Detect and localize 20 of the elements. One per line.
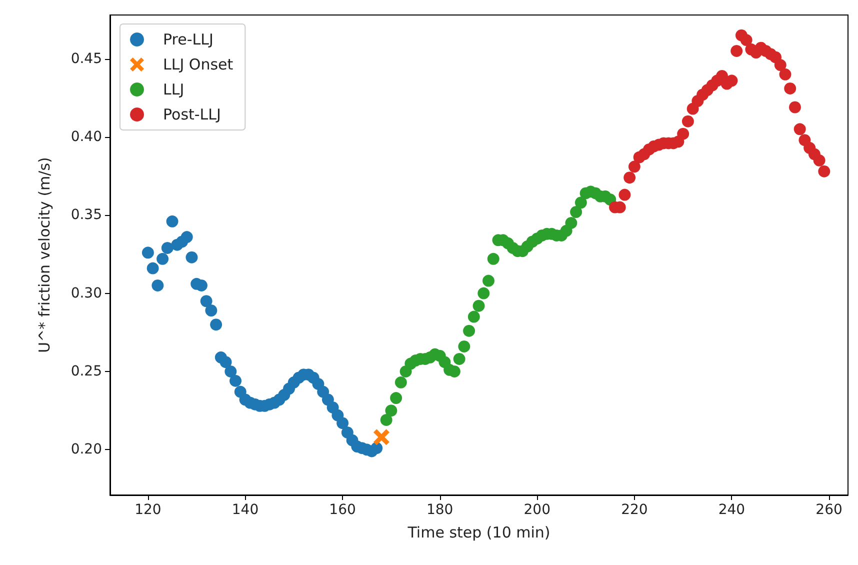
x-tick-label: 220 xyxy=(621,502,648,518)
x-tick-label: 160 xyxy=(329,502,356,518)
y-axis-title: U^* friction velocity (m/s) xyxy=(36,157,54,353)
legend-label: LLJ xyxy=(163,80,184,98)
legend-label: Post-LLJ xyxy=(163,106,221,124)
y-tick-label: 0.30 xyxy=(70,285,102,302)
x-tick-label: 120 xyxy=(134,502,162,518)
x-tick-label: 140 xyxy=(232,502,259,518)
y-tick-label: 0.25 xyxy=(70,363,102,380)
y-tick-label: 0.45 xyxy=(70,50,102,67)
y-tick-label: 0.35 xyxy=(70,207,102,224)
x-tick-label: 260 xyxy=(816,502,842,518)
y-tick-label: 0.20 xyxy=(70,442,102,458)
legend-label: Pre-LLJ xyxy=(163,30,214,48)
legend-label: LLJ Onset xyxy=(163,56,234,74)
x-tick-label: 180 xyxy=(426,502,454,518)
y-tick-label: 0.40 xyxy=(70,128,102,145)
x-tick-label: 240 xyxy=(718,502,746,518)
x-tick-label: 200 xyxy=(524,502,550,518)
x-axis-title: Time step (10 min) xyxy=(406,524,550,542)
